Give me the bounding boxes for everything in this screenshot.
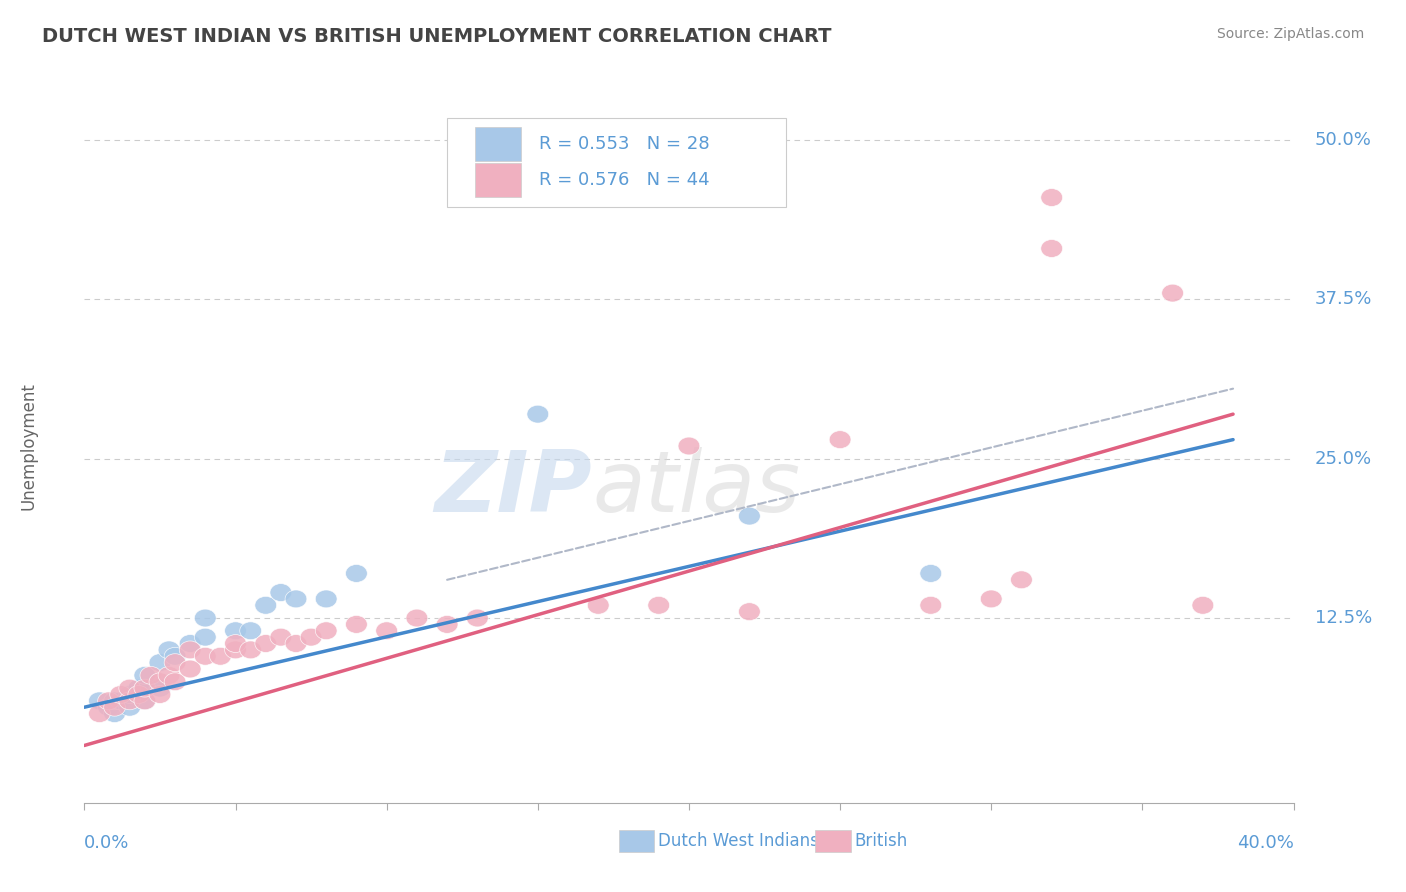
Text: Source: ZipAtlas.com: Source: ZipAtlas.com (1216, 27, 1364, 41)
Text: Dutch West Indians: Dutch West Indians (658, 832, 818, 850)
Ellipse shape (648, 597, 669, 615)
Ellipse shape (738, 508, 761, 525)
Text: 40.0%: 40.0% (1237, 834, 1294, 852)
Ellipse shape (270, 583, 291, 601)
Ellipse shape (1192, 597, 1213, 615)
Ellipse shape (194, 648, 217, 665)
Ellipse shape (738, 603, 761, 621)
Ellipse shape (89, 692, 110, 710)
Text: DUTCH WEST INDIAN VS BRITISH UNEMPLOYMENT CORRELATION CHART: DUTCH WEST INDIAN VS BRITISH UNEMPLOYMEN… (42, 27, 832, 45)
Ellipse shape (285, 590, 307, 607)
Ellipse shape (97, 692, 120, 710)
Ellipse shape (406, 609, 427, 627)
Ellipse shape (920, 597, 942, 615)
Ellipse shape (1161, 285, 1184, 302)
Ellipse shape (1040, 240, 1063, 258)
FancyBboxPatch shape (475, 162, 520, 197)
Ellipse shape (1040, 188, 1063, 206)
Ellipse shape (128, 679, 149, 697)
Ellipse shape (165, 654, 186, 672)
Ellipse shape (180, 641, 201, 659)
Ellipse shape (180, 660, 201, 678)
Text: R = 0.576   N = 44: R = 0.576 N = 44 (538, 171, 710, 189)
FancyBboxPatch shape (447, 118, 786, 207)
Ellipse shape (149, 673, 170, 690)
Ellipse shape (678, 437, 700, 455)
Ellipse shape (225, 634, 246, 652)
Ellipse shape (240, 622, 262, 640)
FancyBboxPatch shape (475, 127, 520, 161)
Ellipse shape (165, 673, 186, 690)
Ellipse shape (588, 597, 609, 615)
Text: 50.0%: 50.0% (1315, 131, 1371, 149)
Ellipse shape (120, 686, 141, 704)
Ellipse shape (346, 565, 367, 582)
Ellipse shape (128, 686, 149, 704)
Ellipse shape (830, 431, 851, 449)
Ellipse shape (315, 590, 337, 607)
Text: 0.0%: 0.0% (84, 834, 129, 852)
Ellipse shape (240, 641, 262, 659)
Ellipse shape (285, 634, 307, 652)
Ellipse shape (104, 705, 125, 723)
Ellipse shape (120, 679, 141, 697)
Ellipse shape (110, 686, 132, 704)
Ellipse shape (920, 565, 942, 582)
Ellipse shape (436, 615, 458, 633)
Ellipse shape (134, 679, 156, 697)
Ellipse shape (89, 705, 110, 723)
Ellipse shape (104, 698, 125, 716)
Ellipse shape (301, 628, 322, 646)
Text: 12.5%: 12.5% (1315, 609, 1372, 627)
Ellipse shape (180, 634, 201, 652)
Ellipse shape (134, 666, 156, 684)
Text: ZIP: ZIP (434, 447, 592, 531)
Text: atlas: atlas (592, 447, 800, 531)
Ellipse shape (194, 609, 217, 627)
Ellipse shape (120, 698, 141, 716)
Ellipse shape (209, 648, 231, 665)
Ellipse shape (467, 609, 488, 627)
Ellipse shape (149, 686, 170, 704)
Ellipse shape (315, 622, 337, 640)
Ellipse shape (134, 679, 156, 697)
Text: 25.0%: 25.0% (1315, 450, 1372, 467)
Ellipse shape (375, 622, 398, 640)
Text: British: British (855, 832, 908, 850)
Ellipse shape (141, 666, 162, 684)
Ellipse shape (157, 666, 180, 684)
Ellipse shape (165, 648, 186, 665)
Ellipse shape (254, 634, 277, 652)
Ellipse shape (134, 692, 156, 710)
Ellipse shape (134, 692, 156, 710)
Ellipse shape (157, 641, 180, 659)
Text: 37.5%: 37.5% (1315, 291, 1372, 309)
Ellipse shape (980, 590, 1002, 607)
Ellipse shape (270, 628, 291, 646)
Ellipse shape (527, 405, 548, 423)
Ellipse shape (149, 679, 170, 697)
Ellipse shape (104, 692, 125, 710)
Ellipse shape (346, 615, 367, 633)
Text: R = 0.553   N = 28: R = 0.553 N = 28 (538, 136, 710, 153)
Ellipse shape (225, 641, 246, 659)
Ellipse shape (110, 692, 132, 710)
Ellipse shape (120, 692, 141, 710)
Ellipse shape (225, 622, 246, 640)
Ellipse shape (194, 628, 217, 646)
Ellipse shape (97, 698, 120, 716)
Text: Unemployment: Unemployment (20, 382, 37, 510)
Ellipse shape (254, 597, 277, 615)
Ellipse shape (149, 654, 170, 672)
Ellipse shape (1011, 571, 1032, 589)
